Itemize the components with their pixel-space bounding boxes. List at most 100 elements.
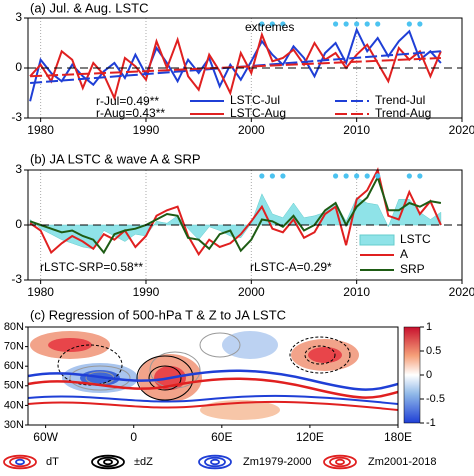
warm-anomaly <box>308 347 342 363</box>
zm-late <box>28 377 398 399</box>
extreme-dot <box>332 173 339 179</box>
x-tick-label: 2000 <box>238 285 265 299</box>
lon-tick-label: 60W <box>33 430 58 444</box>
lat-tick-label: 60N <box>4 360 24 372</box>
x-tick-label: 1980 <box>27 123 54 137</box>
plot-frame <box>27 17 463 119</box>
y-tick-label: 0 <box>15 217 22 231</box>
colorbar-label: -0.5 <box>426 393 445 405</box>
extreme-dot <box>280 173 286 179</box>
y-tick-label: -3 <box>11 110 22 124</box>
legend-label: Trend-Jul <box>375 93 425 107</box>
plot-frame <box>27 169 463 281</box>
extreme-dot <box>364 173 370 179</box>
x-tick-label: 1990 <box>133 285 160 299</box>
extreme-dot <box>343 21 349 27</box>
line <box>30 57 441 78</box>
extreme-dot <box>375 21 381 27</box>
annotation: r-Aug=0.43** <box>96 106 165 120</box>
y-tick-label: 3 <box>15 162 22 176</box>
legend-label: SRP <box>400 262 425 276</box>
colorbar-label: 0 <box>426 369 432 381</box>
legend-label: Zm1979-2000 <box>243 456 312 468</box>
zm-early <box>28 394 398 405</box>
map-frame <box>27 326 399 426</box>
x-tick-label: 2020 <box>449 285 474 299</box>
panel-c-title: (c) Regression of 500-hPa T & Z to JA LS… <box>30 307 286 322</box>
legend-icon <box>323 454 357 470</box>
legend-icon <box>103 458 113 466</box>
x-tick-label: 2010 <box>343 285 370 299</box>
annotation: rLSTC-SRP=0.58** <box>40 260 143 274</box>
lat-tick-label: 80N <box>4 321 24 333</box>
extreme-dot <box>354 173 360 179</box>
extreme-dot <box>259 21 265 27</box>
colorbar-label: -1 <box>426 417 436 429</box>
extreme-dot <box>406 173 412 179</box>
legend-label: LSTC <box>400 232 431 246</box>
y-tick-label: 3 <box>15 10 22 24</box>
legend-label: ±dZ <box>134 456 153 468</box>
x-tick-label: 2020 <box>449 123 474 137</box>
lon-tick-label: 120E <box>296 430 324 444</box>
extreme-dot <box>332 21 339 27</box>
line <box>30 50 441 84</box>
extreme-dot <box>259 173 265 179</box>
x-tick-label: 1990 <box>133 123 160 137</box>
legend-label: Zm2001-2018 <box>368 456 437 468</box>
extreme-dot <box>343 173 349 179</box>
legend-icon <box>198 454 232 470</box>
x-tick-label: 2000 <box>238 123 265 137</box>
panel-a-title: (a) Jul. & Aug. LSTC <box>30 0 149 15</box>
x-tick-label: 1980 <box>27 285 54 299</box>
zm-late <box>28 400 398 411</box>
legend-icon <box>335 458 345 466</box>
extreme-dot <box>269 173 275 179</box>
line <box>29 174 442 255</box>
extreme-dot <box>364 21 370 27</box>
colorbar <box>403 326 421 424</box>
lat-tick-label: 30N <box>4 419 24 431</box>
legend-icon <box>210 458 220 466</box>
annotation: rLSTC-A=0.29* <box>250 260 332 274</box>
legend-label: dT <box>46 456 59 468</box>
extreme-dot <box>417 21 423 27</box>
warm-anomaly <box>48 338 92 352</box>
legend-icon <box>3 454 37 470</box>
legend-icon <box>91 454 125 470</box>
x-tick-label: 2010 <box>343 123 370 137</box>
extreme-dot <box>354 21 360 27</box>
lat-tick-label: 40N <box>4 399 24 411</box>
legend-label: A <box>400 247 408 261</box>
map-field <box>28 327 398 425</box>
extreme-dot <box>406 21 412 27</box>
legend-icon <box>9 456 31 468</box>
legend-label: LSTC-Jul <box>230 93 280 107</box>
legend-label: Trend-Aug <box>375 106 431 120</box>
y-tick-label: 0 <box>15 60 22 74</box>
legend-swatch <box>359 234 395 246</box>
colorbar-label: 0.5 <box>426 345 441 357</box>
extreme-dot <box>280 21 286 27</box>
zm-early <box>28 369 398 391</box>
lon-tick-label: 180E <box>384 430 412 444</box>
extreme-dot <box>269 21 275 27</box>
legend-icon <box>329 456 351 468</box>
colorbar-label: 1 <box>426 321 432 333</box>
lon-tick-label: 60E <box>211 430 232 444</box>
legend-icon <box>97 456 119 468</box>
legend-label: LSTC-Aug <box>230 106 286 120</box>
annotation: r-Jul=0.49** <box>96 94 159 108</box>
lat-tick-label: 70N <box>4 341 24 353</box>
extreme-dot <box>375 173 381 179</box>
panel-b-title: (b) JA LSTC & wave A & SRP <box>30 151 201 166</box>
extreme-dot <box>417 173 423 179</box>
lat-tick-label: 50N <box>4 380 24 392</box>
lon-tick-label: 0 <box>130 430 137 444</box>
legend-icon <box>204 456 226 468</box>
annotation: extremes <box>245 20 294 34</box>
legend-icon <box>15 458 25 466</box>
line <box>29 31 442 101</box>
y-tick-label: -3 <box>11 272 22 286</box>
